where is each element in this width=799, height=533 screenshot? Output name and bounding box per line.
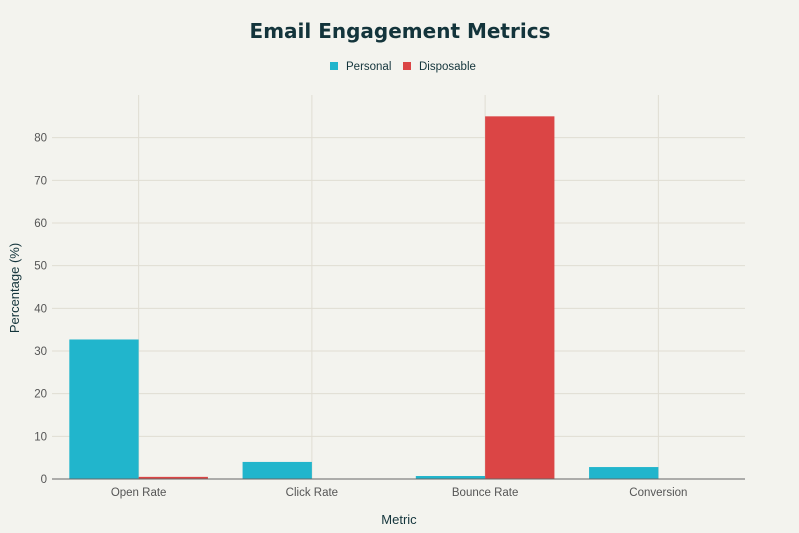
legend-label-personal[interactable]: Personal <box>346 61 391 73</box>
x-tick-label: Conversion <box>629 487 687 499</box>
bar-personal-bounce-rate <box>415 476 486 479</box>
x-axis-label: Metric <box>381 512 417 527</box>
bars <box>69 116 728 479</box>
y-tick-label: 40 <box>34 303 47 315</box>
y-tick-label: 50 <box>34 261 47 273</box>
y-tick-label: 60 <box>34 218 47 230</box>
x-tick-label: Open Rate <box>111 487 167 499</box>
bar-personal-conversion <box>589 467 659 479</box>
legend: Personal Disposable <box>330 61 476 73</box>
y-axis-label: Percentage (%) <box>7 243 22 333</box>
legend-label-disposable[interactable]: Disposable <box>419 61 476 73</box>
y-tick-label: 80 <box>34 133 47 145</box>
bar-personal-open-rate <box>69 339 139 479</box>
bar-personal-click-rate <box>242 461 312 479</box>
y-tick-label: 0 <box>41 474 47 486</box>
legend-swatch-disposable <box>403 62 411 70</box>
legend-swatch-personal <box>330 62 338 70</box>
y-tick-label: 10 <box>34 431 47 443</box>
grid <box>52 95 745 479</box>
bar-disposable-bounce-rate <box>485 116 555 479</box>
y-tick-label: 30 <box>34 346 47 358</box>
y-tick-label: 20 <box>34 389 47 401</box>
axes: 0 10 20 30 40 50 60 70 80 Open Rate Click Rate Boun… <box>34 133 745 499</box>
chart-title: Email Engagement Metrics <box>250 19 551 43</box>
x-tick-label: Click Rate <box>286 487 338 499</box>
x-tick-label: Bounce Rate <box>452 487 519 499</box>
bar-disposable-open-rate <box>138 476 208 479</box>
y-tick-label: 70 <box>34 175 47 187</box>
